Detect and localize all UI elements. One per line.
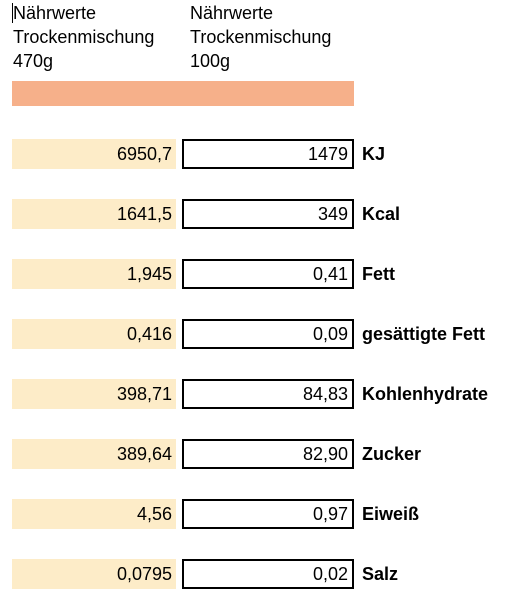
nutrient-label[interactable]: Kohlenhydrate: [362, 384, 489, 404]
total-value-cell[interactable]: 389,64: [12, 439, 176, 469]
text-cursor: [12, 3, 13, 23]
nutrition-row-fett: 1,945 0,41 Fett: [0, 259, 510, 289]
per100-value: 84,83: [302, 384, 348, 404]
total-value: 0,416: [126, 324, 172, 344]
total-value: 4,56: [136, 504, 172, 524]
total-value-cell[interactable]: 4,56: [12, 499, 176, 529]
per100-value: 0,02: [312, 564, 348, 584]
column-header-line: 470g: [13, 51, 54, 71]
per100-value-cell[interactable]: 84,83: [182, 379, 354, 409]
nutrient-label[interactable]: Kcal: [362, 204, 401, 224]
nutrient-label[interactable]: gesättigte Fett: [362, 324, 486, 344]
total-value-cell[interactable]: 1,945: [12, 259, 176, 289]
per100-value-cell[interactable]: 0,02: [182, 559, 354, 589]
nutrient-label[interactable]: Salz: [362, 564, 399, 584]
per100-value-cell[interactable]: 349: [182, 199, 354, 229]
column-header-line: Trockenmischung: [190, 27, 332, 47]
total-value-cell[interactable]: 0,416: [12, 319, 176, 349]
nutrition-row-kcal: 1641,5 349 Kcal: [0, 199, 510, 229]
total-value-cell[interactable]: 0,0795: [12, 559, 176, 589]
header-color-band: [12, 81, 354, 106]
nutrient-label[interactable]: Fett: [362, 264, 395, 284]
column-header-470g[interactable]: Nährwerte Trockenmischung 470g: [13, 1, 154, 73]
per100-value-cell[interactable]: 0,41: [182, 259, 354, 289]
per100-value: 82,90: [302, 444, 348, 464]
per100-value-cell[interactable]: 0,97: [182, 499, 354, 529]
nutrition-row-protein: 4,56 0,97 Eiweiß: [0, 499, 510, 529]
nutrient-label[interactable]: Eiweiß: [362, 504, 420, 524]
column-header-line: Trockenmischung: [13, 27, 155, 47]
total-value-cell[interactable]: 398,71: [12, 379, 176, 409]
nutrition-row-salt: 0,0795 0,02 Salz: [0, 559, 510, 589]
nutrition-row-saturated-fat: 0,416 0,09 gesättigte Fett: [0, 319, 510, 349]
total-value: 6950,7: [116, 144, 172, 164]
nutrition-row-sugar: 389,64 82,90 Zucker: [0, 439, 510, 469]
per100-value-cell[interactable]: 1479: [182, 139, 354, 169]
total-value: 1,945: [126, 264, 172, 284]
total-value-cell[interactable]: 6950,7: [12, 139, 176, 169]
total-value: 398,71: [116, 384, 172, 404]
column-header-line: Nährwerte: [190, 3, 274, 23]
per100-value: 1479: [307, 144, 348, 164]
total-value: 389,64: [116, 444, 172, 464]
total-value: 1641,5: [116, 204, 172, 224]
column-header-line: 100g: [190, 51, 231, 71]
per100-value: 0,97: [312, 504, 348, 524]
total-value-cell[interactable]: 1641,5: [12, 199, 176, 229]
nutrition-row-carbohydrates: 398,71 84,83 Kohlenhydrate: [0, 379, 510, 409]
per100-value-cell[interactable]: 0,09: [182, 319, 354, 349]
column-header-line: Nährwerte: [13, 3, 97, 23]
per100-value-cell[interactable]: 82,90: [182, 439, 354, 469]
per100-value: 0,09: [312, 324, 348, 344]
nutrition-row-kj: 6950,7 1479 KJ: [0, 139, 510, 169]
per100-value: 349: [317, 204, 348, 224]
per100-value: 0,41: [312, 264, 348, 284]
nutrient-label[interactable]: KJ: [362, 144, 386, 164]
nutrient-label[interactable]: Zucker: [362, 444, 422, 464]
column-header-100g[interactable]: Nährwerte Trockenmischung 100g: [190, 1, 331, 73]
total-value: 0,0795: [116, 564, 172, 584]
